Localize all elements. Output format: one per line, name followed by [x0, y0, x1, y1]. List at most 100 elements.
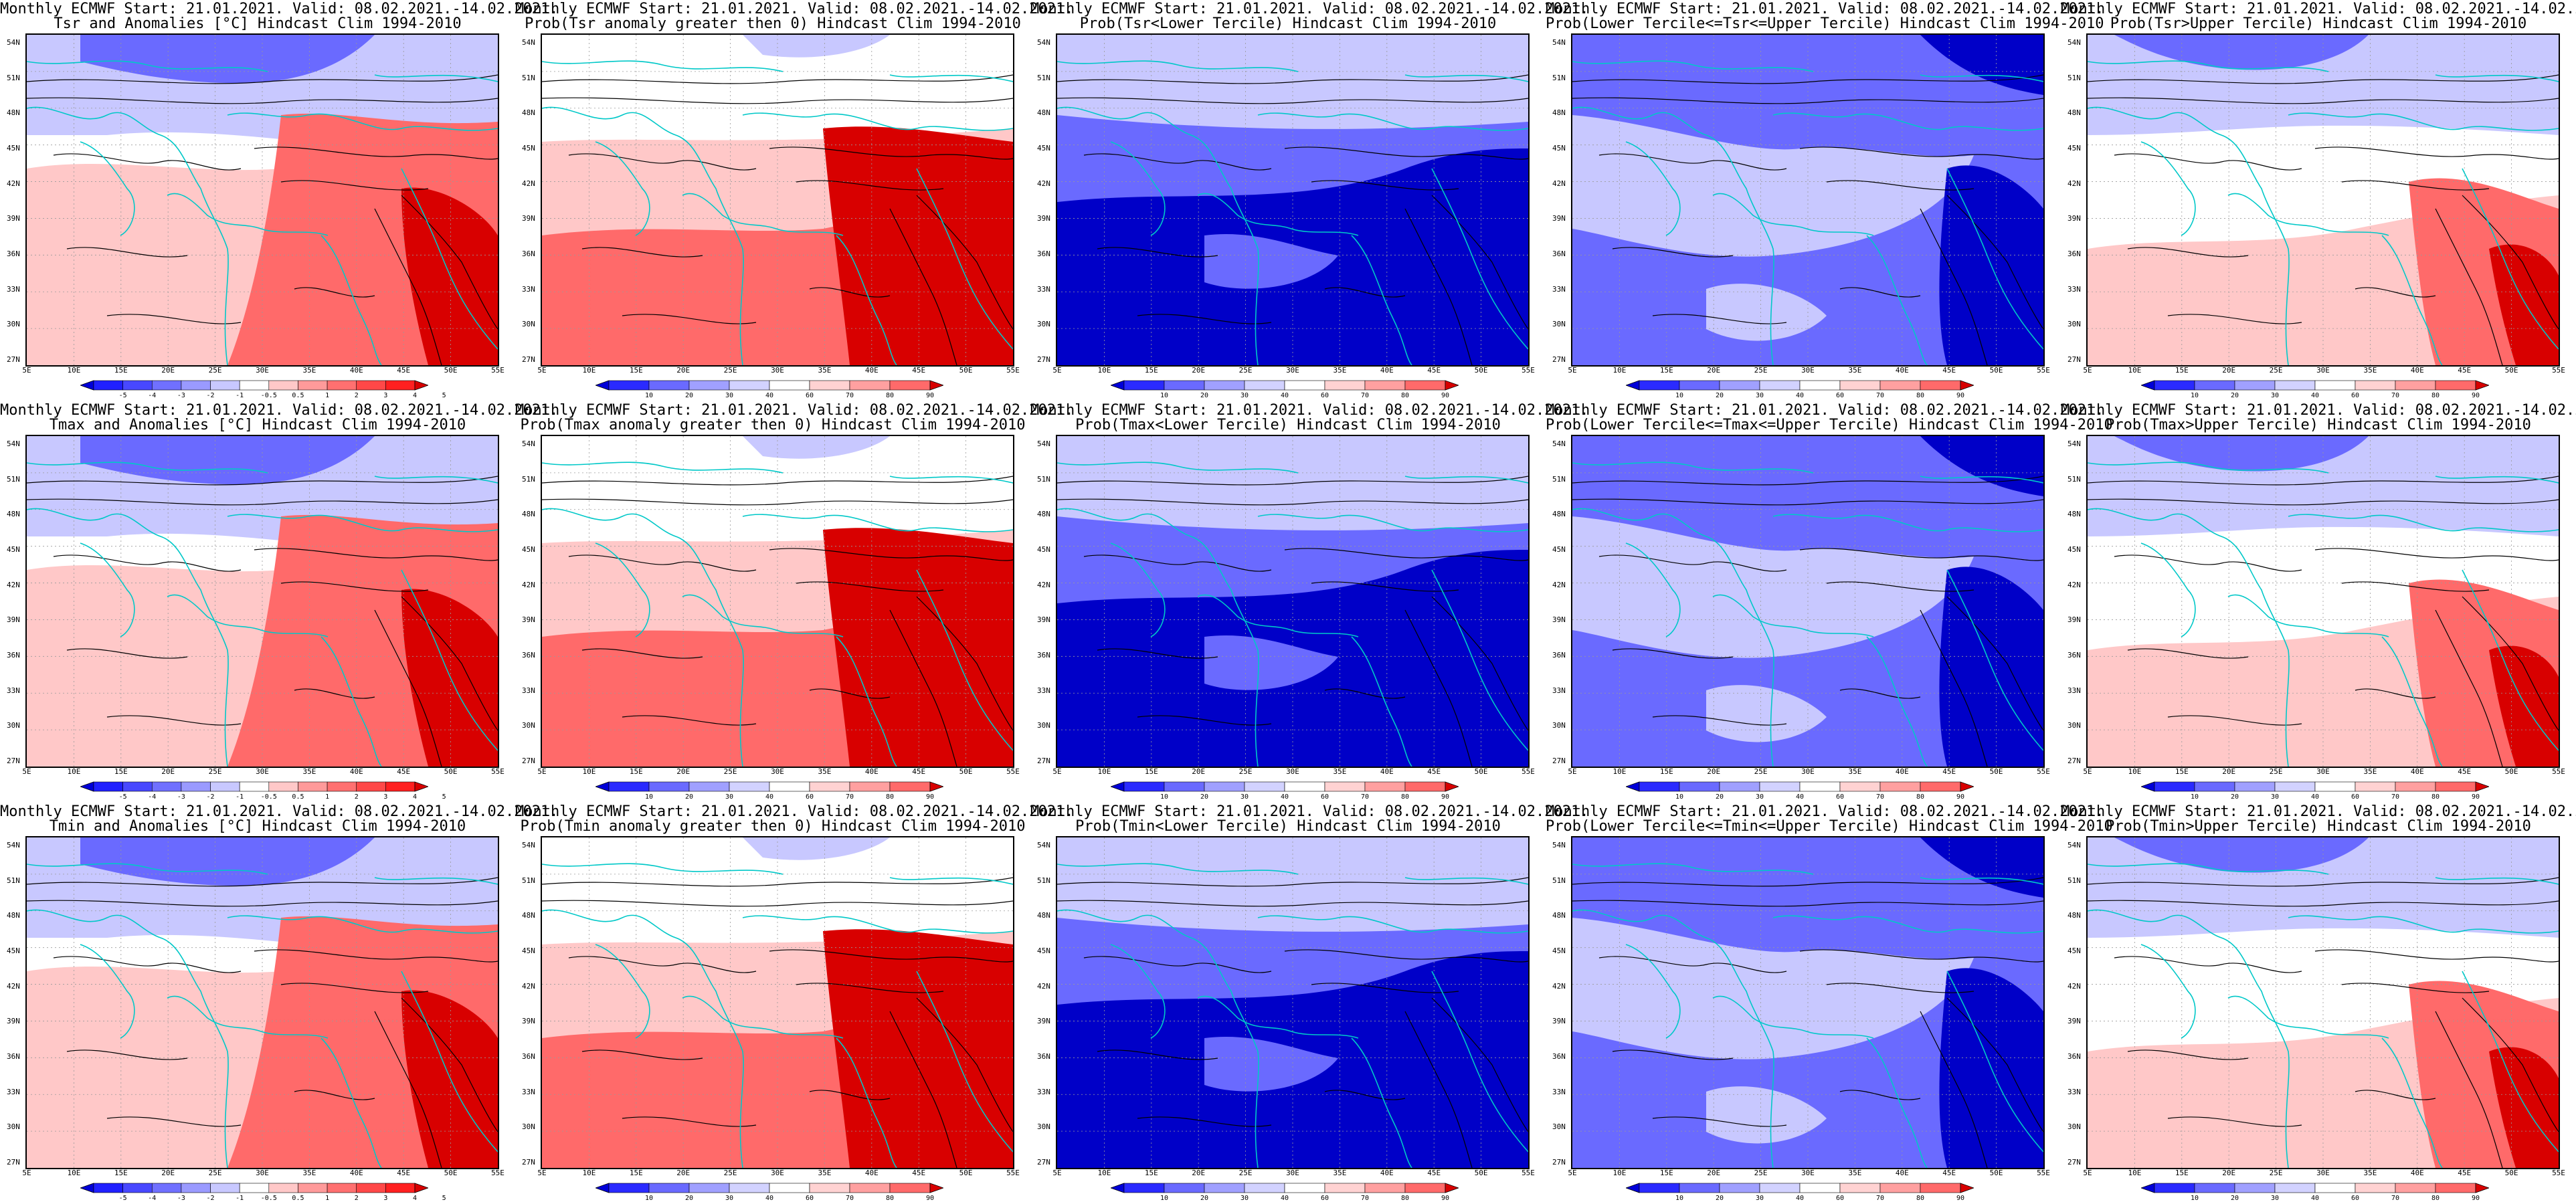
longitude-label: 25E	[1238, 366, 1253, 375]
latitude-label: 42N	[7, 580, 20, 589]
colorbar-label: 40	[1795, 392, 1805, 399]
colorbar-left-triangle	[80, 380, 94, 391]
coastline	[2227, 193, 2389, 236]
coastline	[2462, 971, 2559, 1152]
contour-line	[280, 983, 429, 993]
colorbar-label: 30	[2270, 392, 2280, 399]
colorbar-segment	[608, 781, 650, 792]
coastline	[227, 112, 498, 131]
contour-line	[401, 596, 498, 731]
colorbar-label: 70	[1875, 1195, 1885, 1202]
longitude-label: 35E	[1848, 366, 1862, 375]
panel-title-line2: Prob(Lower Tercile<=Tmin<=Upper Tercile)…	[1546, 818, 2113, 835]
colorbar-label: 90	[2471, 392, 2480, 399]
colorbar-segment	[1204, 380, 1245, 391]
colorbar-label: 10	[2190, 793, 2199, 801]
colorbar-segment	[327, 1183, 357, 1193]
colorbar-segment	[1164, 781, 1205, 792]
longitude-label: 35E	[302, 366, 316, 375]
latitude-label: 54N	[522, 38, 535, 47]
latitude-label: 45N	[1552, 545, 1566, 554]
colorbar-label: 40	[1795, 793, 1805, 801]
map-svg	[1057, 837, 1528, 1168]
longitude-label: 40E	[864, 366, 879, 375]
latitude-label: 48N	[1037, 510, 1050, 519]
contour-line	[1826, 581, 1974, 592]
contour-line	[889, 208, 957, 365]
contour-line	[916, 195, 1013, 330]
longitude-label: 45E	[912, 1169, 926, 1177]
colorbar-segment	[356, 781, 386, 792]
colorbar-svg	[80, 380, 428, 391]
colorbar-segment	[1639, 781, 1680, 792]
panel-title-line2: Prob(Tmin<Lower Tercile) Hindcast Clim 1…	[1075, 818, 1501, 835]
coastline	[1351, 235, 1412, 365]
colorbar-segment	[2355, 380, 2396, 391]
colorbar-segment	[849, 1183, 891, 1193]
coastline	[682, 594, 844, 637]
latitude-label: 48N	[2067, 510, 2081, 519]
colorbar-segment	[239, 1183, 270, 1193]
contour-line	[27, 498, 498, 506]
latitude-label: 42N	[1552, 981, 1566, 991]
colorbar-segment	[809, 380, 850, 391]
coastline	[1625, 141, 1681, 236]
colorbar-left-triangle	[1626, 380, 1640, 391]
contour-line	[769, 548, 1013, 561]
latitude-label: 54N	[522, 439, 535, 448]
coastline	[2227, 995, 2389, 1039]
colorbar-label: 20	[684, 392, 694, 399]
colorbar-label: -4	[148, 1195, 157, 1202]
colorbar-segment	[729, 781, 770, 792]
colorbar-segment	[1123, 1183, 1165, 1193]
contour-line	[542, 900, 1013, 907]
longitude-label: 30E	[1286, 366, 1299, 375]
latitude-label: 33N	[1552, 1087, 1566, 1096]
coastline	[542, 909, 744, 1168]
colorbar-label: 30	[1755, 793, 1764, 801]
coastline	[916, 569, 1013, 751]
panel-title-line1: Monthly ECMWF Start: 21.01.2021. Valid: …	[1546, 1, 2104, 17]
forecast-map	[541, 33, 1014, 367]
coastline	[1351, 1037, 1412, 1168]
latitude-label: 42N	[522, 179, 535, 188]
colorbar-svg	[80, 781, 428, 792]
colorbar-label: 40	[1280, 392, 1289, 399]
latitude-label: 39N	[1552, 214, 1566, 223]
shaded-region	[80, 35, 375, 84]
colorbar-label: 60	[805, 793, 814, 801]
colorbar-label: -5	[118, 1195, 127, 1202]
latitude-label: 36N	[2067, 249, 2081, 258]
forecast-map	[1571, 33, 2045, 367]
coastline	[1572, 60, 1814, 72]
contour-line	[622, 715, 757, 726]
colorbar	[595, 781, 943, 792]
longitude-label: 50E	[444, 366, 458, 375]
colorbar-segment	[608, 1183, 650, 1193]
colorbar-label: 70	[1360, 793, 1370, 801]
colorbar-left-triangle	[80, 781, 94, 792]
colorbar-label: 30	[1240, 793, 1249, 801]
longitude-label: 30E	[1801, 366, 1815, 375]
coastline	[595, 141, 650, 236]
colorbar-segment	[93, 1183, 123, 1193]
contour-line	[1920, 1011, 1988, 1168]
latitude-label: 42N	[7, 981, 20, 991]
shaded-region	[1572, 918, 1974, 1060]
contour-line	[1097, 247, 1218, 258]
latitude-label: 36N	[1552, 651, 1566, 660]
latitude-label: 48N	[1037, 911, 1050, 920]
colorbar-svg	[2141, 380, 2489, 391]
colorbar-segment	[1799, 380, 1841, 391]
coastline	[542, 863, 784, 875]
latitude-label: 45N	[1552, 144, 1566, 153]
shaded-region	[1920, 35, 2043, 95]
contour-line	[622, 1116, 757, 1127]
forecast-map	[2086, 435, 2560, 768]
coastline	[27, 60, 268, 72]
latitude-label: 45N	[7, 545, 20, 554]
coastline	[320, 636, 382, 767]
colorbar-label: 40	[2310, 392, 2320, 399]
forecast-map	[25, 435, 499, 768]
shaded-region	[80, 436, 375, 485]
